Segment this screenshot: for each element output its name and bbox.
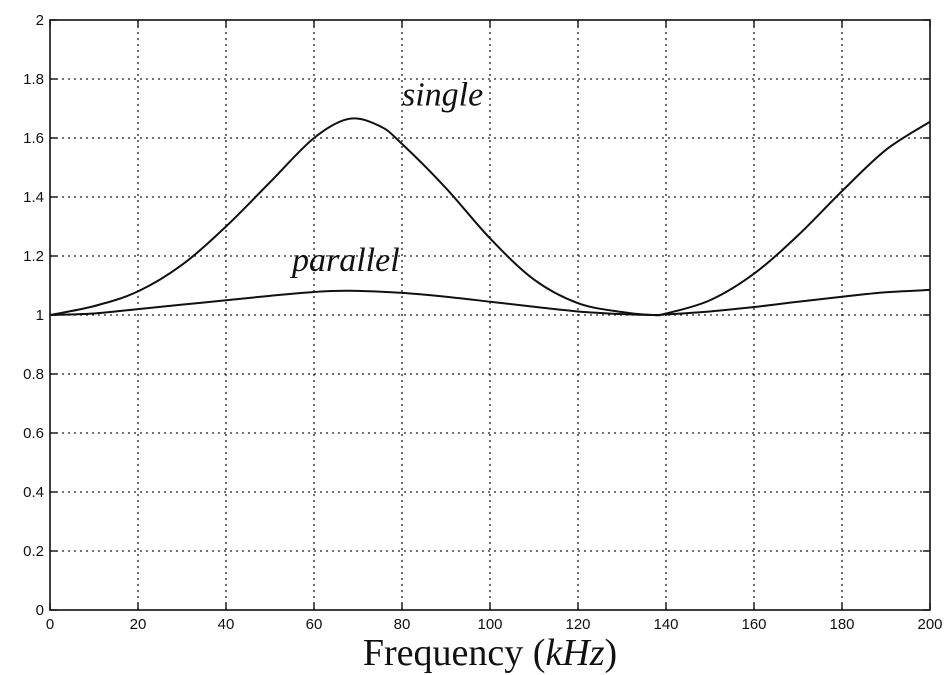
series-label-single: single — [402, 77, 483, 114]
x-tick-label: 180 — [829, 616, 854, 633]
y-tick-label: 0.8 — [23, 366, 44, 383]
y-tick-label: 2 — [36, 12, 44, 29]
y-tick-label: 1.4 — [23, 189, 44, 206]
x-tick-label: 140 — [653, 616, 678, 633]
x-tick-label: 0 — [46, 616, 54, 633]
tick-labels: 0 20 40 60 80 100 120 140 160 180 200 0 0.2 0.4 0.6 0.8… — [23, 12, 942, 633]
y-tick-label: 1.8 — [23, 71, 44, 88]
x-axis-label-text: Frequency — [363, 632, 523, 674]
y-tick-label: 0.6 — [23, 425, 44, 442]
y-tick-label: 0.4 — [23, 484, 44, 501]
y-tick-label: 1.6 — [23, 130, 44, 147]
x-tick-label: 120 — [565, 616, 590, 633]
y-tick-label: 0 — [36, 602, 44, 619]
x-tick-label: 200 — [917, 616, 942, 633]
x-tick-label: 40 — [218, 616, 235, 633]
series-layer — [49, 117, 931, 317]
series-line-single — [49, 117, 931, 317]
y-tick-label: 1.2 — [23, 248, 44, 265]
annotations: single parallel — [290, 77, 483, 279]
grid — [50, 20, 930, 610]
x-tick-label: 100 — [477, 616, 502, 633]
x-tick-label: 20 — [130, 616, 147, 633]
x-tick-label: 80 — [394, 616, 411, 633]
series-line-parallel — [49, 288, 931, 317]
series-label-parallel: parallel — [290, 242, 400, 279]
x-tick-label: 160 — [741, 616, 766, 633]
x-axis-label: Frequency (kHz) — [363, 632, 617, 674]
x-axis-label-unit: kHz — [545, 632, 604, 674]
y-tick-label: 1 — [36, 307, 44, 324]
y-tick-label: 0.2 — [23, 543, 44, 560]
x-tick-label: 60 — [306, 616, 323, 633]
